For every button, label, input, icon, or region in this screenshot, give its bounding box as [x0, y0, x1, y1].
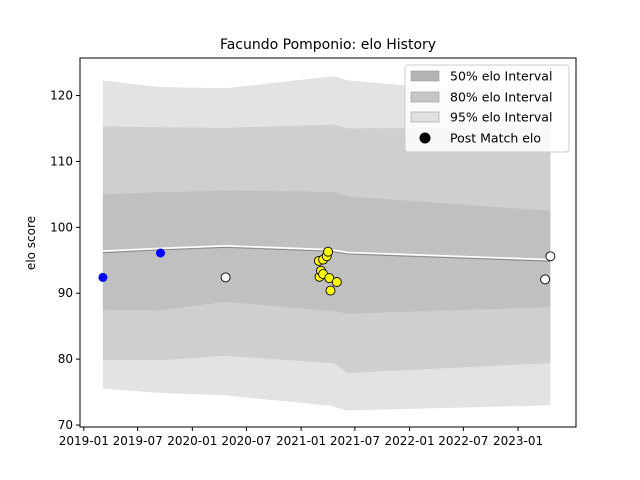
x-tick-label: 2019-07 — [113, 434, 163, 448]
x-tick-label: 2022-07 — [438, 434, 488, 448]
post-match-point — [325, 285, 336, 296]
x-tick-label: 2021-01 — [276, 434, 326, 448]
post-match-point — [545, 251, 556, 262]
x-tick-label: 2020-01 — [167, 434, 217, 448]
post-match-point — [331, 277, 342, 287]
post-match-point — [540, 274, 551, 285]
y-tick-label: 100 — [50, 220, 73, 234]
legend-label: Post Match elo — [450, 131, 541, 146]
legend-swatch — [410, 70, 440, 82]
legend-swatch — [410, 91, 440, 103]
legend-label: 50% elo Interval — [450, 69, 552, 84]
y-tick-label: 90 — [58, 286, 73, 300]
y-tick-label: 110 — [50, 154, 73, 168]
axes: 70 80 90 100 110 120 2019-01 2019-07 2020-01 2020… — [50, 57, 577, 448]
legend-marker — [419, 132, 431, 144]
x-tick-label: 2022-01 — [385, 434, 435, 448]
plot-frame — [79, 57, 577, 428]
legend-swatch — [410, 111, 440, 123]
legend: 50% elo Interval 80% elo Interval 95% elo … — [404, 64, 570, 153]
legend-label: 80% elo Interval — [450, 90, 552, 105]
post-match-points — [98, 246, 556, 296]
y-tick-label: 80 — [58, 352, 73, 366]
interval-bands — [102, 76, 551, 411]
post-match-point — [323, 246, 334, 257]
x-tick-label: 2019-01 — [59, 434, 109, 448]
legend-box — [404, 64, 570, 153]
x-tick-label: 2020-07 — [221, 434, 271, 448]
post-match-point — [98, 272, 108, 282]
legend-label: 95% elo Interval — [450, 110, 552, 125]
x-tick-label: 2023-01 — [493, 434, 543, 448]
chart-title: Facundo Pomponio: elo History — [220, 37, 436, 53]
x-tick-label: 2021-07 — [330, 434, 380, 448]
y-tick-label: 70 — [58, 418, 73, 432]
y-tick-label: 120 — [50, 89, 73, 103]
post-match-point — [156, 248, 165, 258]
y-axis-label: elo score — [24, 216, 38, 270]
post-match-point — [220, 272, 231, 283]
